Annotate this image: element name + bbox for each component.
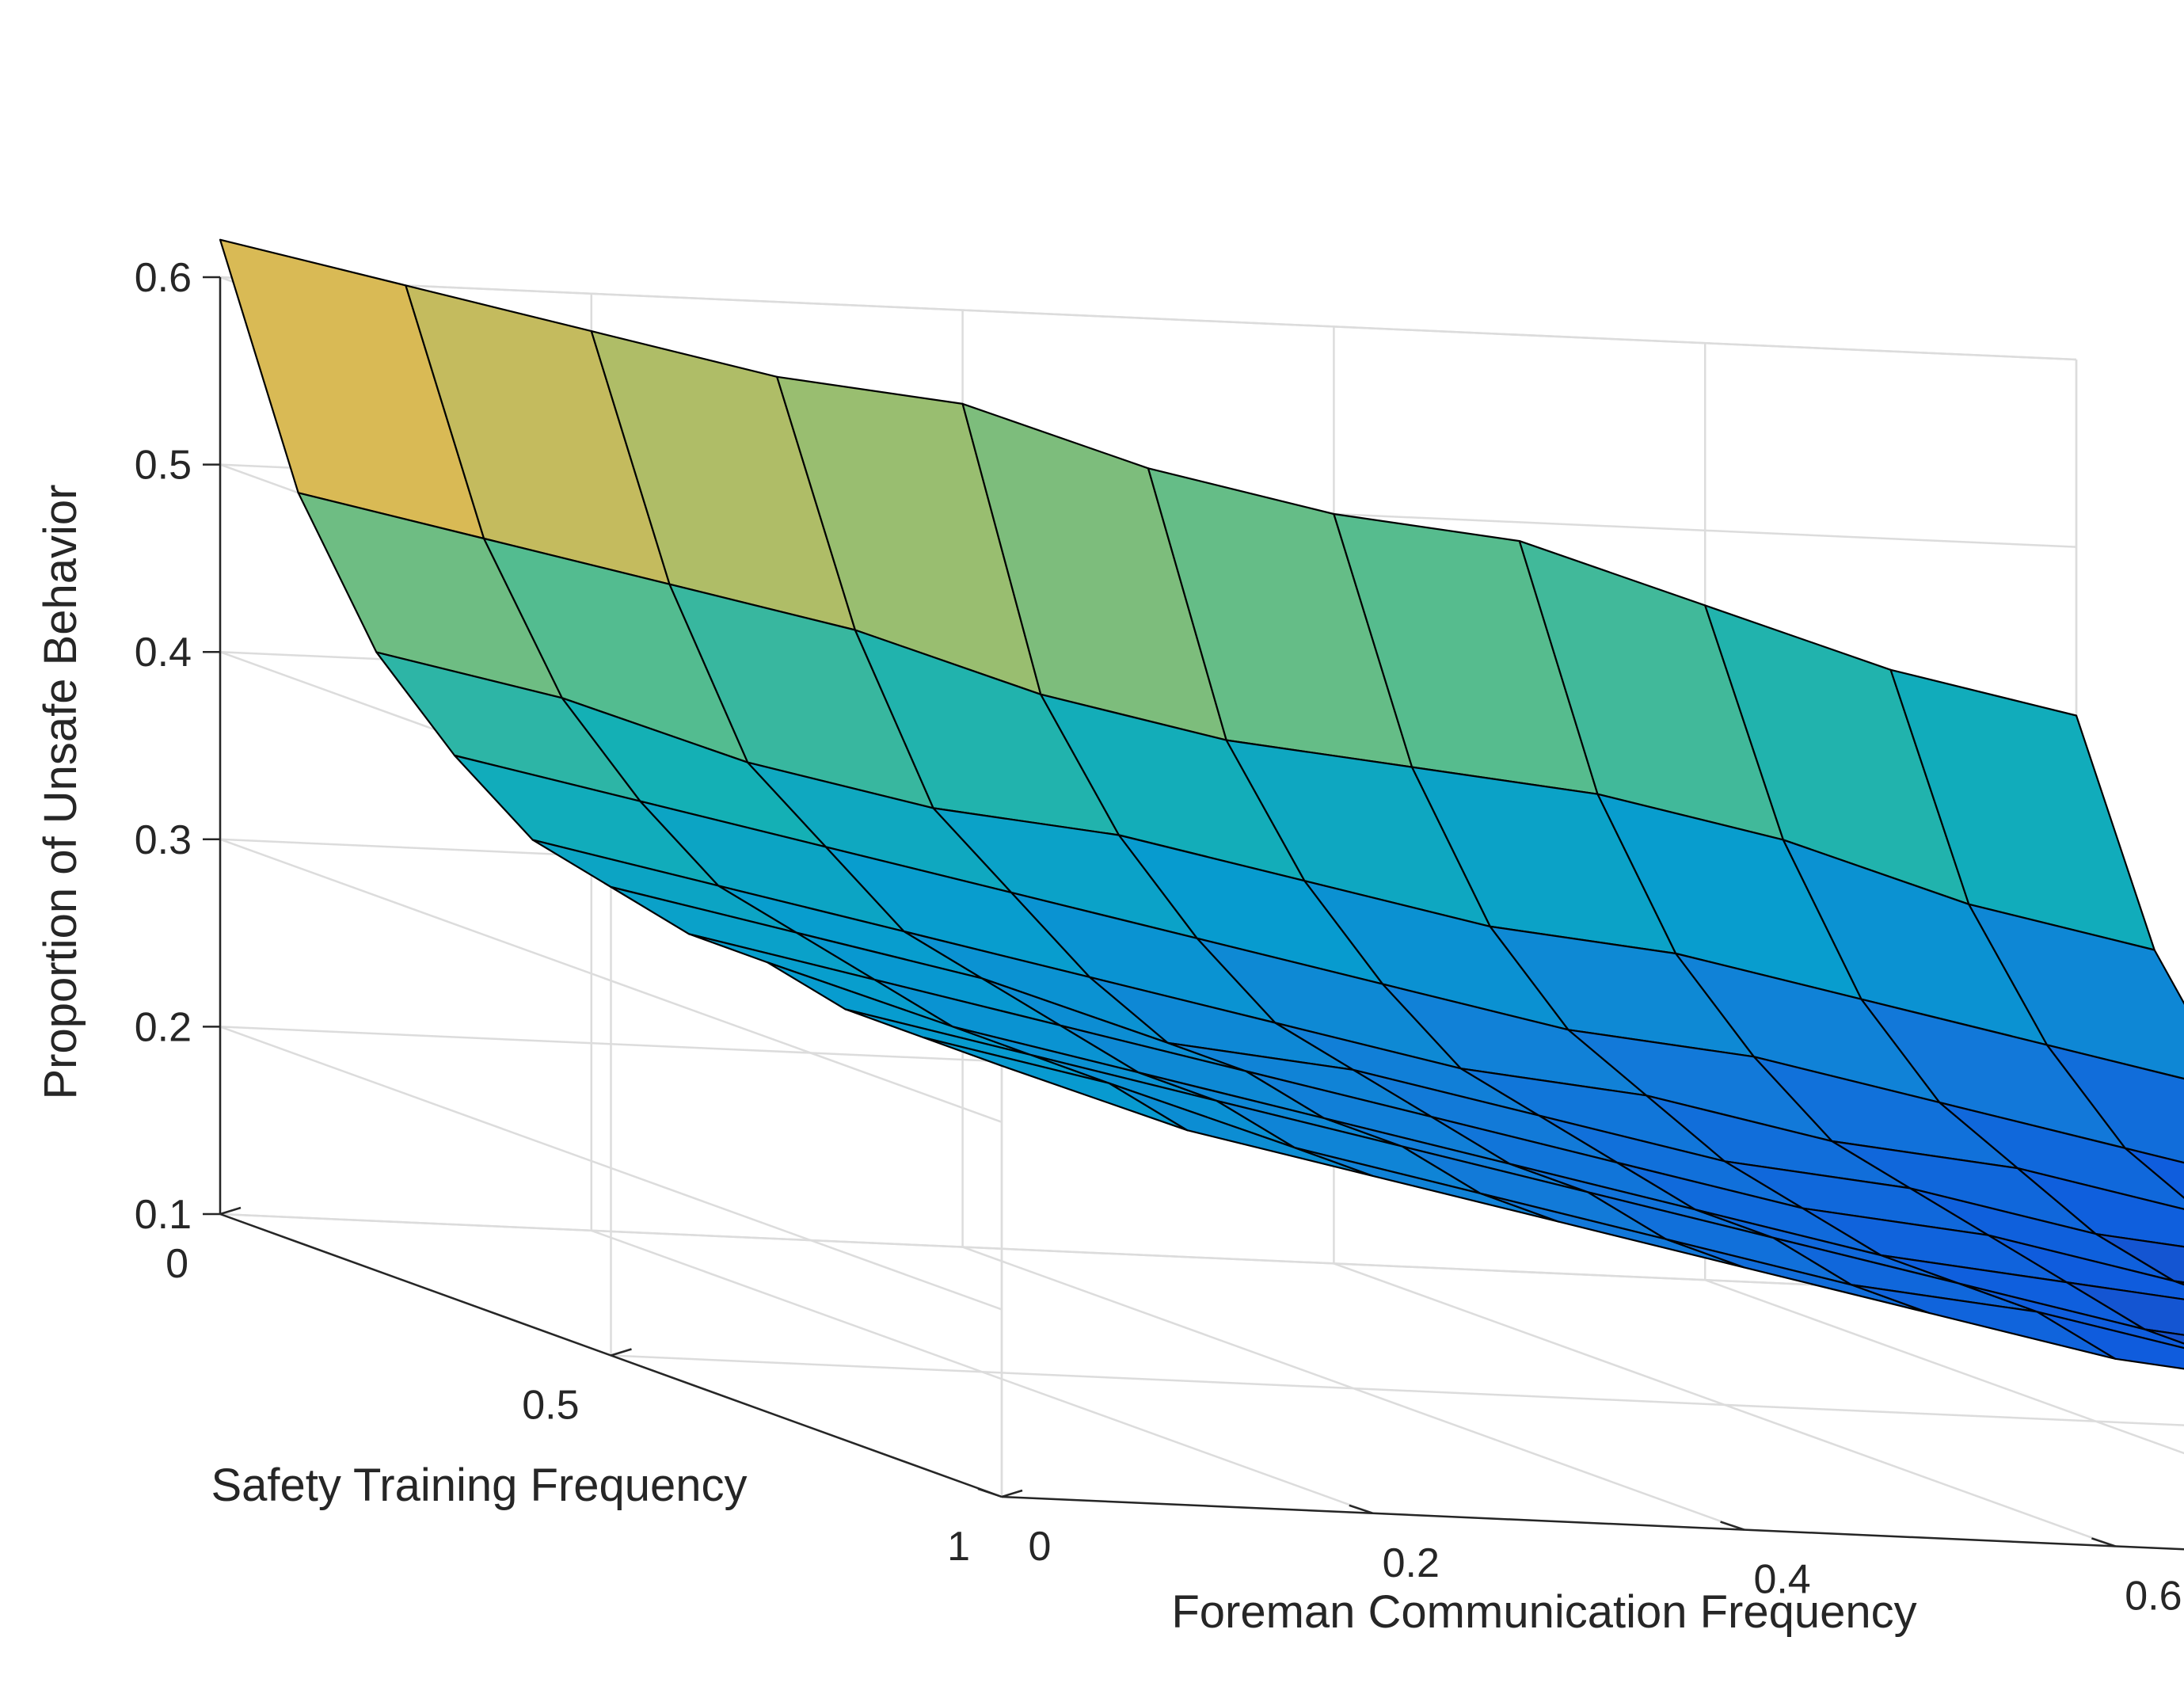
y-tick-0	[978, 1489, 1002, 1497]
x-tick-1	[611, 1349, 632, 1356]
z-axis-title: Proportion of Unsafe Behavior	[35, 485, 86, 1100]
z-tick-label: 0.4	[135, 630, 192, 676]
x-tick-label: 1	[947, 1524, 970, 1570]
y-axis-line	[1002, 1497, 2184, 1579]
y-tick-label: 0.2	[1383, 1540, 1440, 1586]
z-tick-label: 0.5	[135, 443, 192, 489]
y-tick-label: 0.6	[2125, 1573, 2182, 1619]
x-tick-label: 0	[166, 1241, 188, 1287]
grid-line-y-floor-2	[963, 1247, 1745, 1530]
z-tick-label: 0.3	[135, 817, 192, 863]
x-tick-label: 0.5	[522, 1383, 579, 1429]
z-tick-label: 0.2	[135, 1004, 192, 1050]
surface-layer	[220, 240, 2184, 1505]
x-tick-0	[220, 1208, 241, 1214]
y-tick-label: 0	[1029, 1524, 1052, 1570]
z-tick-label: 0.6	[135, 255, 192, 301]
z-tick-label: 0.1	[135, 1192, 192, 1238]
x-tick-2	[1002, 1490, 1022, 1497]
y-axis-title: Foreman Communication Frequency	[1171, 1586, 1916, 1638]
x-axis-title: Safety Training Frequency	[211, 1460, 747, 1511]
grid-line-x-floor-2	[1002, 1497, 2184, 1579]
